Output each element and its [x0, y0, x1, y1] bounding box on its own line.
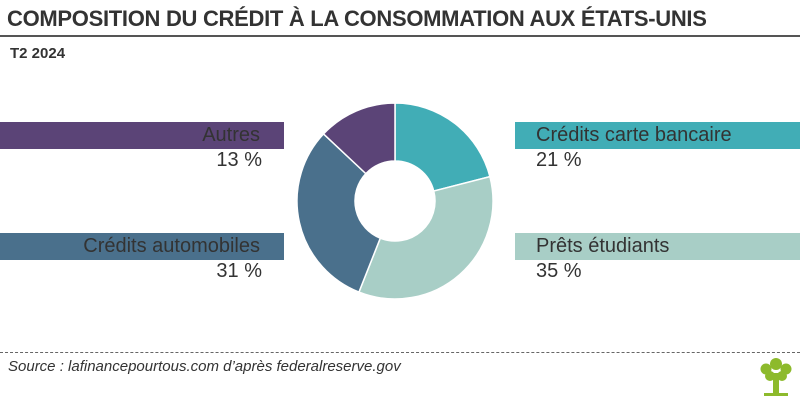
donut-slice-0: [394, 102, 491, 192]
chart-title: COMPOSITION DU CRÉDIT À LA CONSOMMATION …: [7, 6, 707, 31]
donut-slice-3: [322, 102, 396, 175]
donut-slice-2: [296, 132, 382, 294]
label-credits-carte-bancaire: Crédits carte bancaire: [536, 124, 732, 146]
value-credits-carte-bancaire: 21 %: [536, 149, 582, 171]
chart-subtitle: T2 2024: [10, 45, 66, 62]
source-note: Source : lafinancepourtous.com d’après f…: [8, 358, 401, 375]
band-prets-etudiants: [515, 233, 800, 260]
label-credits-automobiles: Crédits automobiles: [83, 235, 260, 257]
value-autres: 13 %: [216, 149, 262, 171]
donut-chart: [296, 102, 494, 300]
donut-slice-1: [357, 175, 494, 300]
source-divider: [0, 352, 800, 353]
label-prets-etudiants: Prêts étudiants: [536, 235, 670, 257]
band-credits-carte-bancaire: [515, 122, 800, 149]
value-prets-etudiants: 35 %: [536, 260, 582, 282]
tree-logo-icon: [760, 358, 792, 396]
band-credits-automobiles: [0, 233, 284, 260]
title-divider: [0, 35, 800, 37]
label-autres: Autres: [202, 124, 260, 146]
band-autres: [0, 122, 284, 149]
value-credits-automobiles: 31 %: [216, 260, 262, 282]
